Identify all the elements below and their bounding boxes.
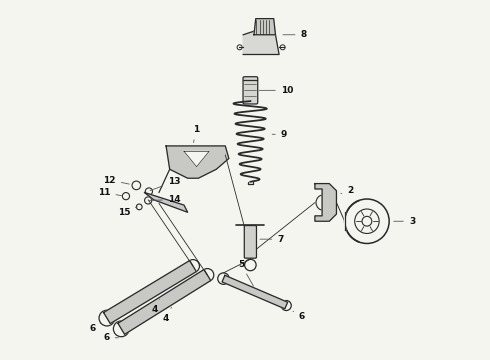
Polygon shape: [315, 184, 337, 221]
Text: 7: 7: [260, 235, 284, 244]
Polygon shape: [243, 30, 279, 54]
Text: 11: 11: [98, 188, 122, 197]
Text: 3: 3: [394, 217, 415, 226]
Text: 15: 15: [118, 207, 137, 217]
Text: 2: 2: [341, 186, 353, 195]
FancyBboxPatch shape: [245, 226, 256, 258]
Polygon shape: [145, 193, 188, 212]
Text: 6: 6: [103, 333, 119, 342]
Polygon shape: [222, 275, 288, 309]
FancyBboxPatch shape: [243, 77, 258, 104]
Text: 8: 8: [283, 30, 307, 39]
Text: 4: 4: [152, 299, 160, 314]
Text: 1: 1: [193, 125, 199, 143]
Text: 6: 6: [89, 323, 101, 333]
Polygon shape: [184, 151, 209, 167]
Text: 4: 4: [163, 307, 172, 323]
Polygon shape: [166, 146, 229, 178]
Text: 9: 9: [272, 130, 287, 139]
Polygon shape: [118, 270, 211, 334]
Text: 12: 12: [103, 176, 129, 185]
Text: 6: 6: [293, 311, 305, 321]
Text: 5: 5: [238, 260, 253, 286]
Polygon shape: [103, 261, 196, 324]
Text: 13: 13: [150, 177, 180, 190]
Text: 14: 14: [149, 195, 180, 204]
Polygon shape: [254, 19, 275, 35]
Text: 10: 10: [259, 86, 293, 95]
